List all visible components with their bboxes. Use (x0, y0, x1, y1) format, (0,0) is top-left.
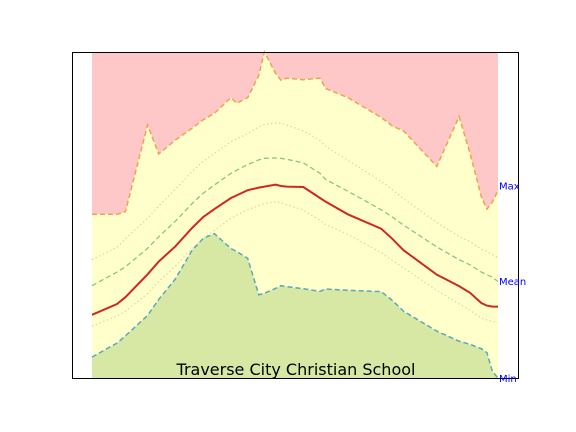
series-line-lower-dotted (91, 200, 499, 327)
plot-area (91, 49, 499, 379)
plot-frame (72, 52, 519, 379)
right-label-mean: Mean (499, 277, 526, 288)
right-labels: Max Mean Min (499, 182, 526, 385)
between-max-min-area (92, 52, 498, 378)
series-line-upper-dashed (91, 157, 499, 287)
right-label-min: Min (499, 374, 517, 385)
right-label-max: Max (499, 182, 520, 193)
above-max-area (92, 52, 498, 215)
series-line-mean (91, 183, 498, 316)
series-line-max (92, 49, 499, 216)
chart-title: Traverse City Christian School (176, 360, 416, 379)
series-line-min (91, 232, 499, 379)
below-min-area (92, 233, 498, 378)
